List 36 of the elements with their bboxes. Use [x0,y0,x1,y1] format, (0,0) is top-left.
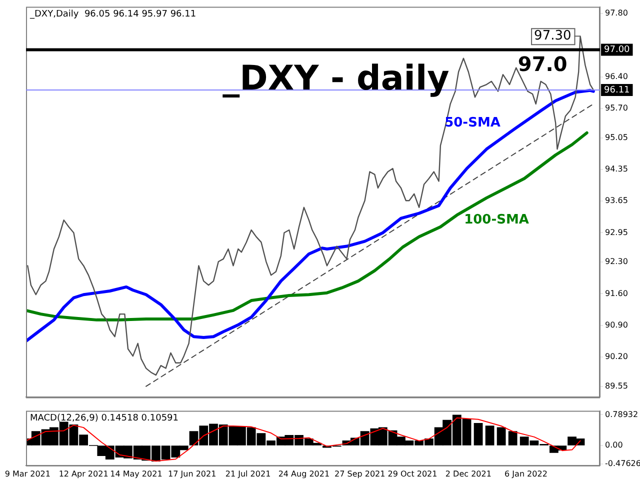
x-tick-label: 2 Dec 2021 [445,469,492,478]
annotation: 97.30 [534,28,572,44]
annotation: 97.0 [518,52,568,76]
y-tick-label: 92.95 [605,228,628,237]
x-tick-label: 14 May 2021 [110,469,162,478]
x-tick-label: 27 Sep 2021 [334,469,386,478]
y-tick-label: 92.30 [605,257,628,266]
x-tick-label: 24 Aug 2021 [278,469,330,478]
x-tick-label: 21 Jul 2021 [225,469,271,478]
y-tick-label: 95.05 [605,132,628,142]
x-tick-label: 29 Oct 2021 [388,469,438,478]
x-tick-label: 9 Mar 2021 [4,469,50,478]
y-tick-label: 94.35 [605,164,628,174]
annotation: _DXY - daily [222,58,450,99]
x-tick-label: 12 Apr 2021 [58,469,108,478]
x-tick-label: 6 Jan 2022 [504,469,548,478]
bar [508,431,518,446]
y-tick-label: 89.55 [605,381,628,390]
y-tick-label: 0.78932 [605,410,638,419]
y-tick-label: 0.00 [605,440,623,450]
series-label: 100-SMA [464,212,529,228]
y-tick-label: 96.40 [605,72,628,81]
y-tick-label: 93.65 [605,196,628,206]
y-tick-label: 90.90 [605,320,628,330]
y-tick-label: 91.60 [605,288,628,298]
y-tick-label: 95.70 [605,104,628,113]
chart-title: MACD(12,26,9) 0.14518 0.10591 [30,414,179,424]
y-tick-label: 97.80 [605,8,628,18]
bar [496,427,506,446]
ref-line-label: 96.11 [604,85,630,96]
x-tick-label: 17 Jun 2021 [168,469,216,478]
ref-line-label: 97.00 [604,45,630,56]
chart-title: _DXY,Daily 96.05 96.14 95.97 96.11 [29,10,196,20]
y-tick-label: 90.20 [605,352,628,362]
bar [485,426,494,446]
bar [474,422,483,446]
